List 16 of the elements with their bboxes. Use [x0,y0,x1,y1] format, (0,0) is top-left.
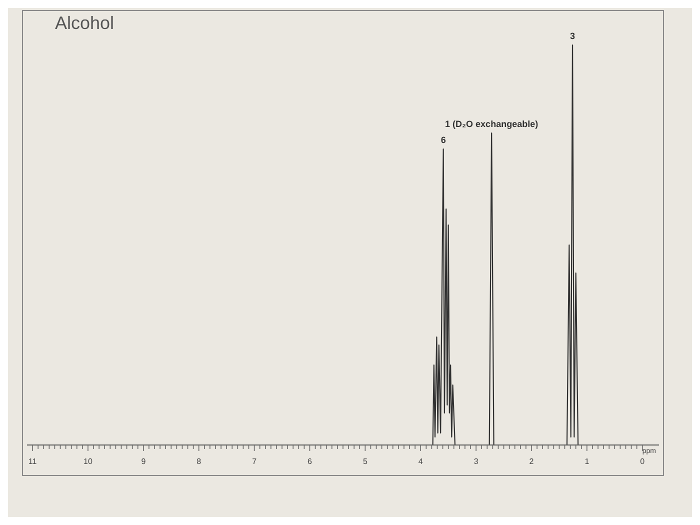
chart-title: Alcohol [55,13,114,33]
annotation: 3 [570,31,576,42]
x-tick-label: 0 [640,457,646,466]
x-tick-label: 1 [584,457,590,466]
x-tick-label: 8 [196,457,202,466]
x-tick-label: 9 [141,457,146,466]
x-tick-label: 5 [362,457,368,466]
x-tick-label: 2 [529,457,534,466]
x-tick-label: 10 [84,457,93,466]
x-tick-label: 6 [308,457,313,466]
annotation: 6 [440,135,446,146]
x-tick-label: 4 [418,457,424,466]
x-tick-label: 11 [28,457,38,466]
annotation: 1 (D₂O exchangeable) [445,119,538,130]
x-tick-label: 7 [252,457,258,466]
x-tick-label: 3 [474,457,479,466]
